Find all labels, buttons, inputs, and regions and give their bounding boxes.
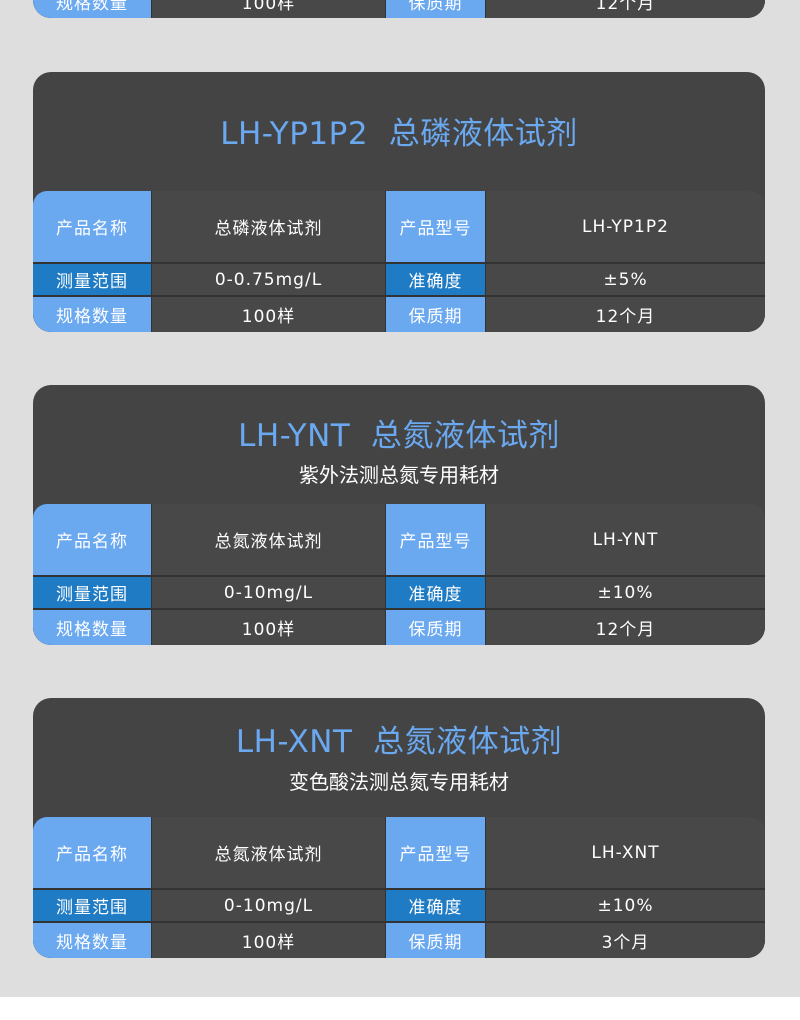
name-label: 产品名称	[33, 504, 151, 575]
spec-value: 100样	[152, 610, 385, 645]
shelf-label: 保质期	[386, 0, 485, 18]
shelf-label: 保质期	[386, 610, 485, 645]
range-value: 0-10mg/L	[152, 890, 385, 921]
table-row: 测量范围 0-10mg/L 准确度 ±10%	[33, 577, 765, 608]
name-label: 产品名称	[33, 817, 151, 888]
table-row: 产品名称 总氮液体试剂 产品型号 LH-YNT	[33, 504, 765, 575]
product-card-partial: 规格数量 100样 保质期 12个月	[33, 0, 765, 18]
card-subtitle: 变色酸法测总氮专用耗材	[289, 770, 509, 794]
card-title: LH-XNT 总氮液体试剂	[235, 724, 563, 760]
product-card: LH-XNT 总氮液体试剂 变色酸法测总氮专用耗材 产品名称 总氮液体试剂 产品…	[33, 698, 765, 958]
spec-table: 产品名称 总氮液体试剂 产品型号 LH-XNT 测量范围 0-10mg/L 准确…	[33, 817, 765, 958]
product-card: LH-YNT 总氮液体试剂 紫外法测总氮专用耗材 产品名称 总氮液体试剂 产品型…	[33, 385, 765, 645]
shelf-value: 3个月	[486, 923, 765, 958]
table-row: 规格数量 100样 保质期 12个月	[33, 0, 765, 18]
range-value: 0-0.75mg/L	[152, 264, 385, 295]
accuracy-value: ±5%	[486, 264, 765, 295]
table-row: 产品名称 总氮液体试剂 产品型号 LH-XNT	[33, 817, 765, 888]
range-label: 测量范围	[33, 890, 151, 921]
shelf-value: 12个月	[486, 0, 765, 18]
model-label: 产品型号	[386, 817, 485, 888]
shelf-value: 12个月	[486, 610, 765, 645]
name-value: 总氮液体试剂	[152, 504, 385, 575]
spec-table: 规格数量 100样 保质期 12个月	[33, 0, 765, 18]
accuracy-label: 准确度	[386, 264, 485, 295]
shelf-value: 12个月	[486, 297, 765, 332]
range-label: 测量范围	[33, 577, 151, 608]
table-row: 规格数量 100样 保质期 12个月	[33, 297, 765, 332]
model-value: LH-XNT	[486, 817, 765, 888]
model-label: 产品型号	[386, 191, 485, 262]
table-row: 测量范围 0-10mg/L 准确度 ±10%	[33, 890, 765, 921]
card-title: LH-YP1P2 总磷液体试剂	[220, 116, 578, 152]
name-value: 总氮液体试剂	[152, 817, 385, 888]
range-label: 测量范围	[33, 264, 151, 295]
product-card: LH-YP1P2 总磷液体试剂 产品名称 总磷液体试剂 产品型号 LH-YP1P…	[33, 72, 765, 332]
table-row: 规格数量 100样 保质期 12个月	[33, 610, 765, 645]
spec-label: 规格数量	[33, 0, 151, 18]
name-value: 总磷液体试剂	[152, 191, 385, 262]
accuracy-value: ±10%	[486, 890, 765, 921]
table-row: 产品名称 总磷液体试剂 产品型号 LH-YP1P2	[33, 191, 765, 262]
spec-value: 100样	[152, 297, 385, 332]
card-subtitle: 紫外法测总氮专用耗材	[299, 463, 499, 487]
shelf-label: 保质期	[386, 297, 485, 332]
card-title: LH-YNT 总氮液体试剂	[238, 418, 560, 454]
spec-label: 规格数量	[33, 610, 151, 645]
model-label: 产品型号	[386, 504, 485, 575]
accuracy-label: 准确度	[386, 890, 485, 921]
spec-table: 产品名称 总磷液体试剂 产品型号 LH-YP1P2 测量范围 0-0.75mg/…	[33, 191, 765, 332]
shelf-label: 保质期	[386, 923, 485, 958]
model-value: LH-YNT	[486, 504, 765, 575]
table-row: 规格数量 100样 保质期 3个月	[33, 923, 765, 958]
model-value: LH-YP1P2	[486, 191, 765, 262]
spec-value: 100样	[152, 923, 385, 958]
range-value: 0-10mg/L	[152, 577, 385, 608]
spec-label: 规格数量	[33, 923, 151, 958]
accuracy-value: ±10%	[486, 577, 765, 608]
table-row: 测量范围 0-0.75mg/L 准确度 ±5%	[33, 264, 765, 295]
name-label: 产品名称	[33, 191, 151, 262]
spec-table: 产品名称 总氮液体试剂 产品型号 LH-YNT 测量范围 0-10mg/L 准确…	[33, 504, 765, 645]
accuracy-label: 准确度	[386, 577, 485, 608]
spec-label: 规格数量	[33, 297, 151, 332]
spec-value: 100样	[152, 0, 385, 18]
